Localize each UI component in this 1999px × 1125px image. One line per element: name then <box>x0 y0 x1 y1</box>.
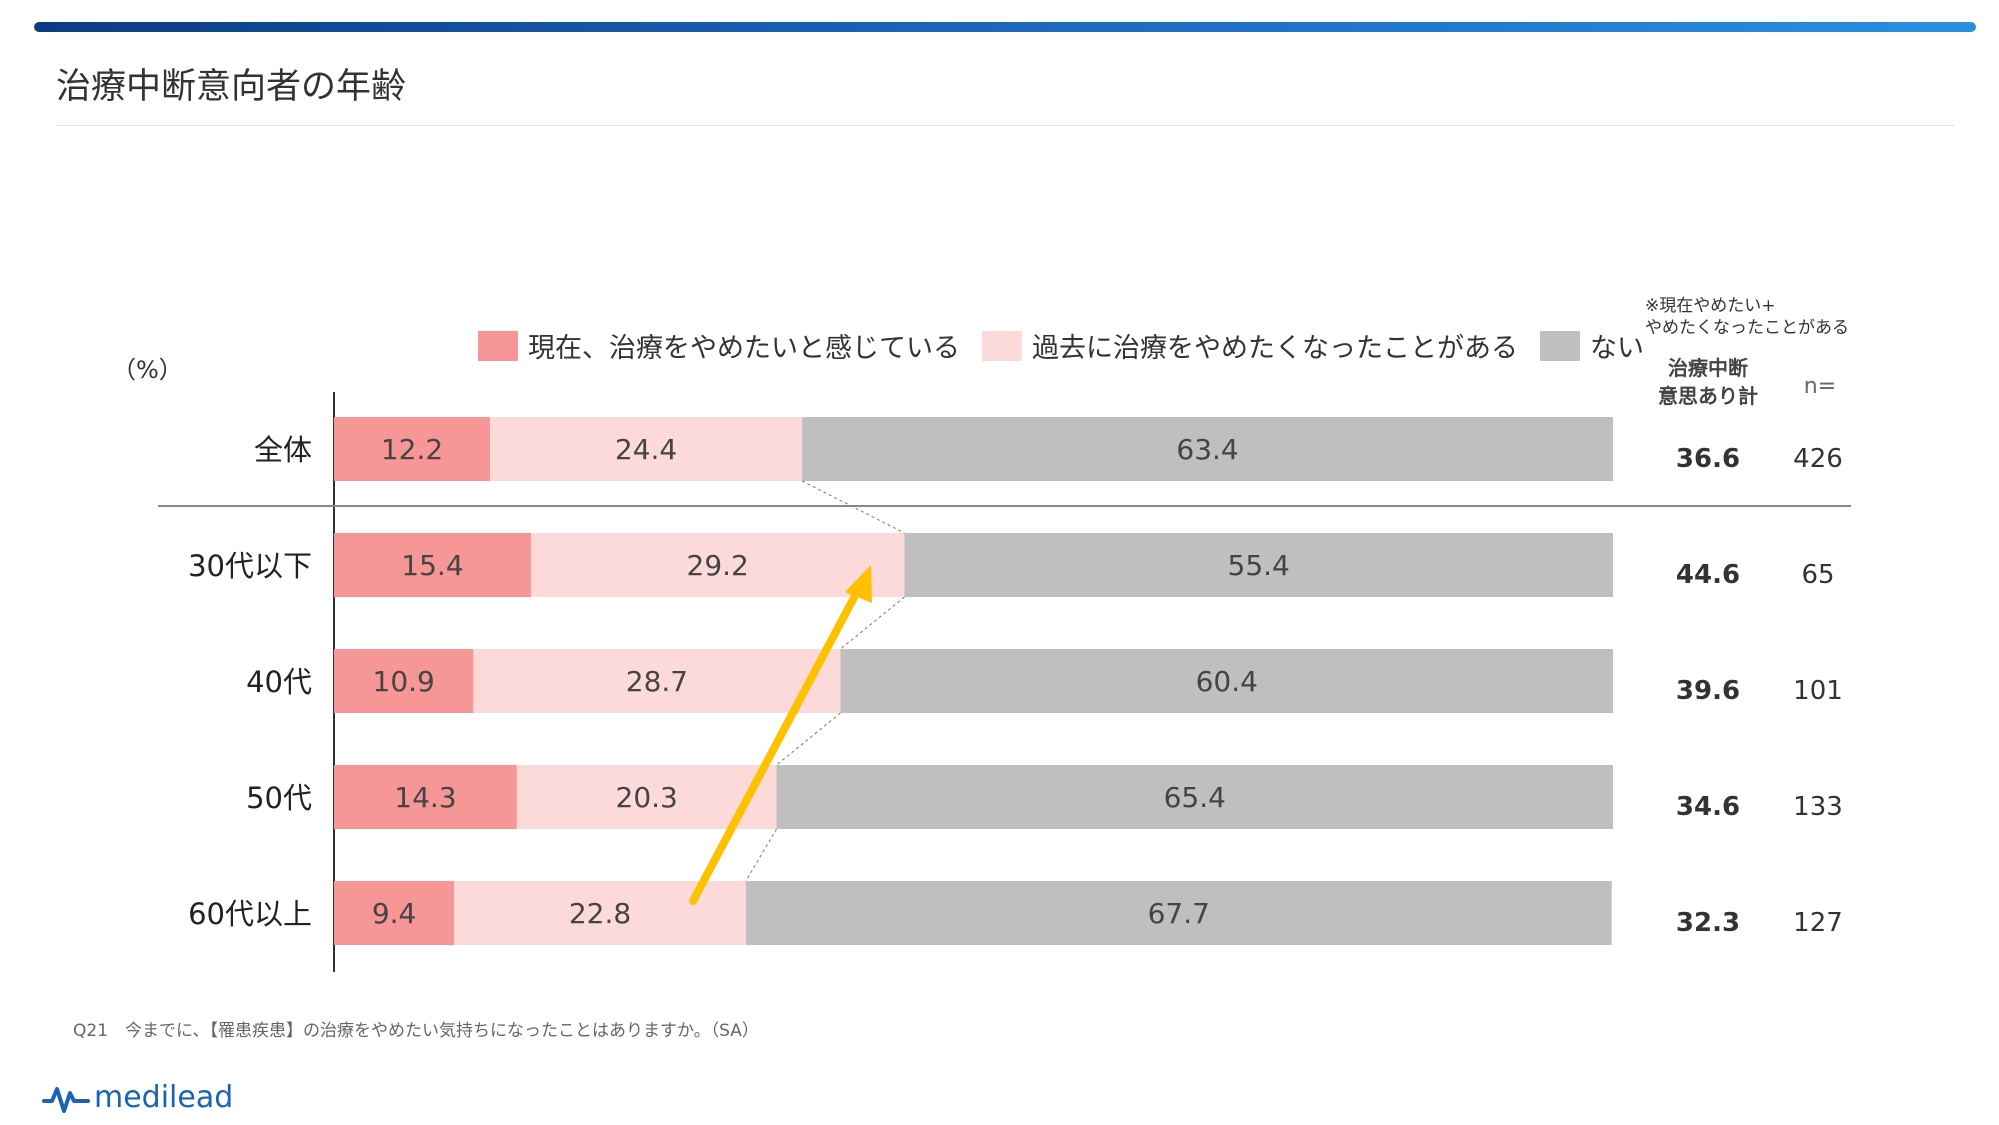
title-divider <box>56 125 1954 126</box>
data-label-2-2: 60.4 <box>1196 665 1258 698</box>
data-label-2-0: 63.4 <box>1176 433 1238 466</box>
logo-text: medilead <box>94 1080 234 1115</box>
bar-segment-0-4 <box>334 881 455 945</box>
legend-item-current: 現在、治療をやめたいと感じている <box>478 326 960 365</box>
sum-note-line2: やめたくなったことがある <box>1645 318 1849 338</box>
medilead-logo: medilead <box>42 1080 233 1115</box>
connector-line-0 <box>801 480 905 534</box>
data-label-0-1: 15.4 <box>401 549 463 582</box>
data-label-0-4: 9.4 <box>372 897 417 930</box>
sum-note-line1: ※現在やめたい+ <box>1645 296 1776 316</box>
data-label-2-3: 65.4 <box>1164 781 1226 814</box>
legend-label-none: ない <box>1590 333 1644 364</box>
data-label-1-1: 29.2 <box>687 549 749 582</box>
data-label-1-4: 22.8 <box>569 897 631 930</box>
sum-value-0: 36.6 <box>1676 444 1740 474</box>
category-label-2: 40代 <box>246 665 312 699</box>
unit-label: （%） <box>112 356 183 384</box>
bar-segment-0-0 <box>334 417 491 481</box>
sum-value-1: 44.6 <box>1676 560 1740 590</box>
sum-note: ※現在やめたい+ やめたくなったことがある <box>1645 295 1849 339</box>
connector-line-1 <box>840 596 905 650</box>
n-value-2: 101 <box>1793 676 1843 706</box>
bar-segment-0-1 <box>334 533 531 597</box>
data-label-1-0: 24.4 <box>615 433 677 466</box>
chart-legend: 現在、治療をやめたいと感じている 過去に治療をやめたくなったことがある ない <box>478 326 1666 365</box>
n-value-3: 133 <box>1793 792 1843 822</box>
pulse-icon <box>42 1086 90 1113</box>
legend-swatch-current <box>478 330 518 361</box>
bar-segment-2-4 <box>745 881 1612 945</box>
bar-segment-1-0 <box>490 417 803 481</box>
data-label-0-3: 14.3 <box>394 781 456 814</box>
n-value-0: 426 <box>1793 444 1843 474</box>
connector-line-2 <box>776 712 841 766</box>
legend-swatch-past <box>982 330 1022 361</box>
legend-item-past: 過去に治療をやめたくなったことがある <box>982 326 1518 365</box>
bar-segment-2-3 <box>776 765 1613 829</box>
sum-value-3: 34.6 <box>1676 792 1740 822</box>
trend-arrow-head <box>845 565 872 603</box>
legend-label-past: 過去に治療をやめたくなったことがある <box>1032 333 1518 364</box>
data-label-1-3: 20.3 <box>616 781 678 814</box>
data-label-2-4: 67.7 <box>1148 897 1210 930</box>
n-value-1: 65 <box>1801 560 1834 590</box>
question-footnote: Q21 今までに、【罹患疾患】の治療をやめたい気持ちになったことはありますか。（… <box>73 1021 759 1041</box>
legend-item-none: ない <box>1540 326 1644 365</box>
bar-segment-0-3 <box>334 765 517 829</box>
legend-swatch-none <box>1540 330 1580 361</box>
n-value-4: 127 <box>1793 908 1843 938</box>
data-label-2-1: 55.4 <box>1228 549 1290 582</box>
bar-segment-2-2 <box>840 649 1613 713</box>
bar-segment-1-2 <box>473 649 841 713</box>
category-label-1: 30代以下 <box>188 549 312 583</box>
bar-segment-2-0 <box>802 417 1613 481</box>
page-title: 治療中断意向者の年齢 <box>56 67 407 107</box>
sum-header-line2: 意思あり計 <box>1658 384 1758 408</box>
connector-line-3 <box>745 828 777 882</box>
trend-arrow-shaft <box>689 586 862 905</box>
data-label-0-2: 10.9 <box>373 665 435 698</box>
category-label-0: 全体 <box>254 433 312 467</box>
bar-segment-0-2 <box>334 649 474 713</box>
top-accent-bar <box>34 22 1976 32</box>
bar-segment-1-1 <box>530 533 905 597</box>
data-label-0-0: 12.2 <box>381 433 443 466</box>
sum-value-2: 39.6 <box>1676 676 1740 706</box>
data-label-1-2: 28.7 <box>626 665 688 698</box>
legend-label-current: 現在、治療をやめたいと感じている <box>528 333 960 364</box>
sum-value-4: 32.3 <box>1676 908 1740 938</box>
sum-header-line1: 治療中断 <box>1668 356 1748 380</box>
category-label-3: 50代 <box>246 781 312 815</box>
n-column-header: n= <box>1803 374 1837 399</box>
category-label-4: 60代以上 <box>188 897 312 931</box>
bar-segment-2-1 <box>904 533 1613 597</box>
sum-column-header: 治療中断 意思あり計 <box>1648 354 1768 410</box>
